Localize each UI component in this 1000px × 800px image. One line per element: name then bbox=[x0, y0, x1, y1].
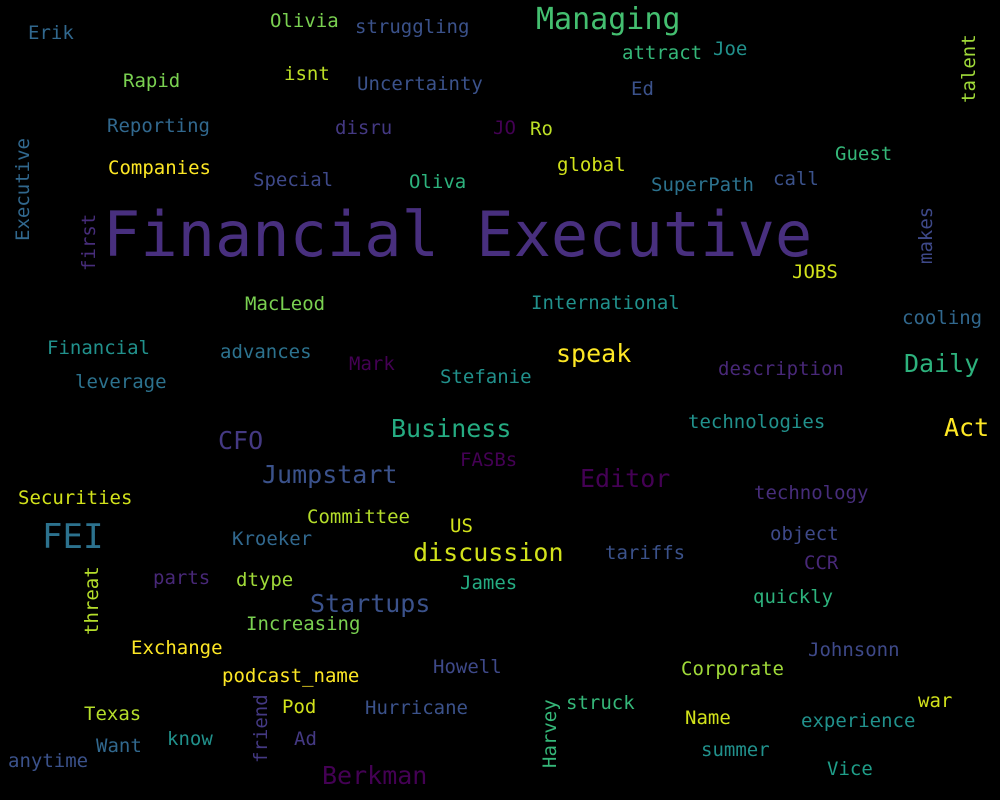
word-kroeker: Kroeker bbox=[232, 528, 313, 550]
word-fasbs: FASBs bbox=[460, 449, 518, 471]
word-experience: experience bbox=[801, 710, 916, 732]
word-committee: Committee bbox=[307, 506, 410, 528]
word-summer: summer bbox=[701, 739, 770, 761]
word-increasing: Increasing bbox=[246, 613, 361, 635]
word-exchange: Exchange bbox=[131, 637, 223, 659]
word-oliva: Oliva bbox=[409, 171, 467, 193]
word-johnsonn: Johnsonn bbox=[808, 639, 900, 661]
word-struggling: struggling bbox=[355, 16, 470, 38]
word-howell: Howell bbox=[433, 656, 502, 678]
word-technology: technology bbox=[754, 482, 869, 504]
word-special: Special bbox=[253, 169, 334, 191]
word-ed: Ed bbox=[631, 78, 654, 100]
word-securities: Securities bbox=[18, 487, 133, 509]
word-business: Business bbox=[391, 414, 512, 443]
word-speak: speak bbox=[556, 339, 632, 368]
word-joe: Joe bbox=[713, 38, 748, 60]
word-international: International bbox=[531, 292, 680, 314]
word-makes: makes bbox=[915, 206, 937, 264]
word-editor: Editor bbox=[580, 464, 671, 493]
word-superpath: SuperPath bbox=[651, 174, 754, 196]
word-global: global bbox=[557, 154, 626, 176]
word-uncertainty: Uncertainty bbox=[357, 73, 483, 95]
word-startups: Startups bbox=[310, 589, 431, 618]
word-know: know bbox=[167, 728, 213, 750]
word-daily: Daily bbox=[904, 349, 980, 378]
word-berkman: Berkman bbox=[322, 761, 428, 790]
word-anytime: anytime bbox=[8, 750, 89, 772]
word-jo: JO bbox=[493, 117, 516, 139]
word-texas: Texas bbox=[84, 703, 142, 725]
word-want: Want bbox=[96, 735, 142, 757]
word-reporting: Reporting bbox=[107, 115, 210, 137]
word-isnt: isnt bbox=[284, 63, 330, 85]
word-harvey: Harvey bbox=[539, 699, 561, 768]
word-first: first bbox=[78, 213, 100, 271]
word-ccr: CCR bbox=[804, 552, 839, 574]
word-war: war bbox=[918, 690, 953, 712]
word-erik: Erik bbox=[28, 22, 74, 44]
word-fei: FEI bbox=[42, 517, 104, 557]
word-mark: Mark bbox=[349, 353, 395, 375]
word-pod: Pod bbox=[282, 696, 317, 718]
word-technologies: technologies bbox=[688, 411, 826, 433]
word-executive: Executive bbox=[12, 138, 34, 241]
word-leverage: leverage bbox=[75, 371, 167, 393]
word-hurricane: Hurricane bbox=[365, 697, 468, 719]
word-description: description bbox=[718, 358, 844, 380]
word-dtype: dtype bbox=[236, 569, 294, 591]
word-call: call bbox=[773, 168, 819, 190]
word-threat: threat bbox=[81, 566, 103, 635]
word-discussion: discussion bbox=[413, 538, 564, 567]
word-name: Name bbox=[685, 707, 731, 729]
word-tariffs: tariffs bbox=[605, 542, 686, 564]
word-vice: Vice bbox=[827, 758, 873, 780]
word-macleod: MacLeod bbox=[245, 293, 326, 315]
word-act: Act bbox=[944, 413, 990, 442]
word-financial: Financial bbox=[47, 337, 150, 359]
word-companies: Companies bbox=[108, 157, 211, 179]
word-ad: Ad bbox=[294, 728, 317, 750]
word-managing: Managing bbox=[536, 2, 681, 37]
word-attract: attract bbox=[622, 42, 703, 64]
word-olivia: Olivia bbox=[270, 10, 339, 32]
word-jobs: JOBS bbox=[792, 261, 838, 283]
word-friend: friend bbox=[250, 694, 272, 763]
word-corporate: Corporate bbox=[681, 658, 784, 680]
word-ro: Ro bbox=[530, 118, 553, 140]
word-cooling: cooling bbox=[902, 307, 983, 329]
word-cfo: CFO bbox=[218, 426, 264, 455]
word-advances: advances bbox=[220, 341, 312, 363]
word-stefanie: Stefanie bbox=[440, 366, 532, 388]
word-parts: parts bbox=[153, 567, 211, 589]
word-guest: Guest bbox=[835, 143, 893, 165]
word-quickly: quickly bbox=[753, 586, 834, 608]
word-us: US bbox=[450, 515, 473, 537]
word-podcast-name: podcast_name bbox=[222, 665, 360, 687]
word-disru: disru bbox=[335, 117, 393, 139]
word-talent: talent bbox=[958, 34, 980, 103]
word-financial-executive: Financial Executive bbox=[103, 198, 813, 271]
word-object: object bbox=[770, 523, 839, 545]
word-rapid: Rapid bbox=[123, 70, 181, 92]
word-struck: struck bbox=[566, 692, 635, 714]
word-james: James bbox=[460, 572, 518, 594]
word-jumpstart: Jumpstart bbox=[262, 460, 398, 489]
